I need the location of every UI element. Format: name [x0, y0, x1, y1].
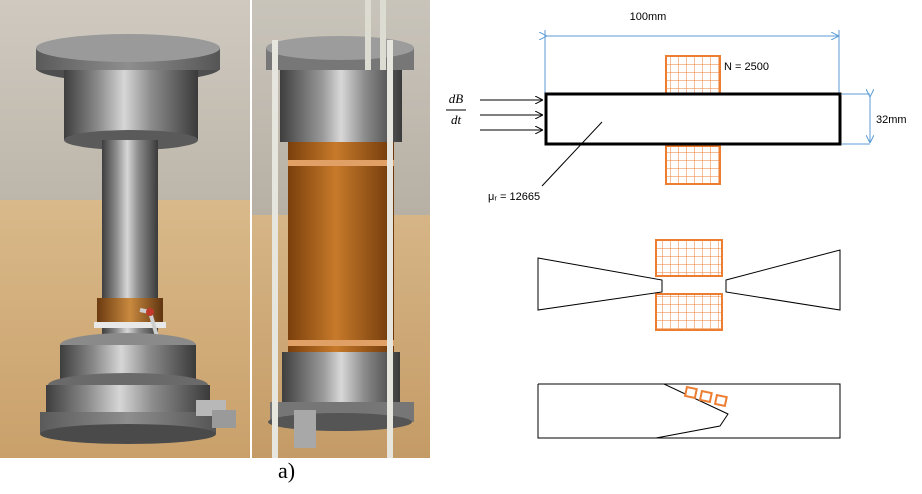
flux-denominator: dt: [451, 112, 462, 127]
tapered-core-right: [725, 249, 841, 311]
photo-sensor-core-drawing: [0, 0, 250, 458]
length-label: 100mm: [630, 11, 667, 23]
figure-caption: a): [278, 458, 296, 483]
schematic-diagrams: 100mm N = 2500 32mm dB dt μᵣ = 12665: [446, 11, 907, 439]
coil-tapered-bottom: [655, 293, 723, 331]
coil-tapered-top: [655, 239, 723, 277]
coil-segment-3: [713, 393, 728, 408]
flux-numerator: dB: [449, 91, 464, 106]
notched-core-diagram: [537, 383, 841, 439]
coil-segment-1: [683, 385, 698, 400]
coil-top: [665, 55, 721, 95]
permeability-leader-line: [541, 121, 603, 187]
straight-core-diagram: 100mm N = 2500 32mm dB dt μᵣ = 12665: [446, 11, 907, 203]
photo-coil-assembly-drawing: [252, 0, 430, 458]
coil-segment-2: [698, 389, 713, 404]
core-bar: [544, 92, 842, 146]
height-label: 32mm: [876, 114, 907, 126]
turns-label: N = 2500: [724, 61, 769, 73]
photo-coil-assembly: [252, 0, 430, 458]
tapered-core-left: [537, 257, 663, 311]
coil-bottom: [665, 145, 721, 185]
permeability-label: μᵣ = 12665: [488, 191, 540, 203]
notched-core-outline: [538, 383, 841, 439]
tapered-core-diagram: [537, 239, 841, 331]
notched-core-lower-left: [537, 384, 656, 439]
photo-sensor-core: [0, 0, 250, 458]
